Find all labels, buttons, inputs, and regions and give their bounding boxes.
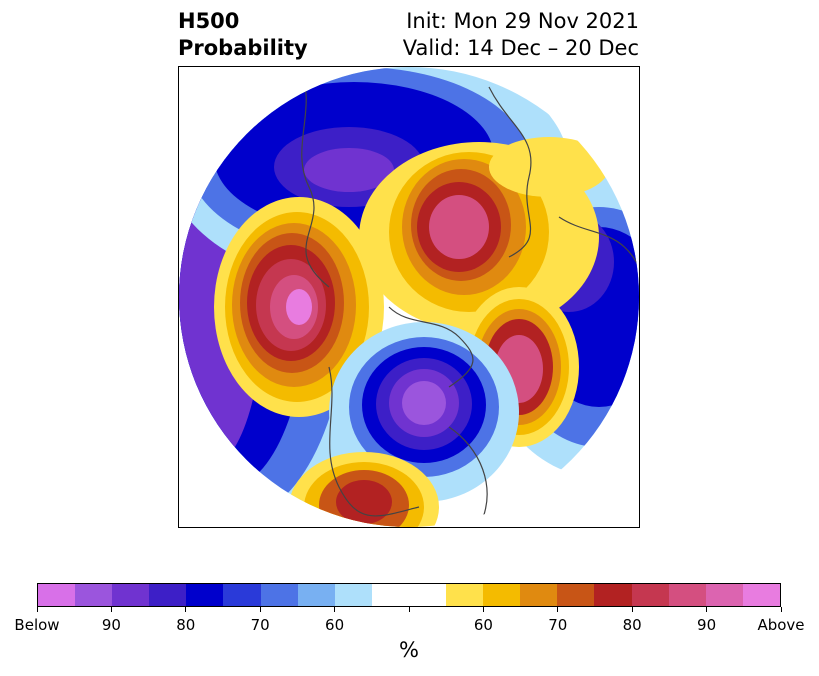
colorbar-tick <box>334 607 336 612</box>
colorbar-tick <box>36 607 38 612</box>
colorbar-tick-label: 70 <box>250 616 270 634</box>
colorbar-tick <box>259 607 261 612</box>
title-field-name: H500 <box>178 9 240 33</box>
title-valid-range: Valid: 14 Dec – 20 Dec <box>402 36 639 60</box>
colorbar-segment <box>483 584 521 606</box>
title-right: Init: Mon 29 Nov 2021 Valid: 14 Dec – 20… <box>403 8 639 62</box>
colorbar-segment <box>297 584 335 606</box>
colorbar-segment <box>631 584 669 606</box>
colorbar-tick-label: Below <box>14 616 60 634</box>
colorbar-unit-label: % <box>399 638 419 662</box>
colorbar-tick-label: 60 <box>473 616 493 634</box>
colorbar-segment <box>38 584 76 606</box>
colorbar-segment <box>334 584 372 606</box>
coastlines <box>298 67 639 527</box>
colorbar-tick <box>185 607 187 612</box>
colorbar-segment <box>446 584 484 606</box>
colorbar-segment <box>742 584 780 606</box>
colorbar-segment <box>186 584 224 606</box>
colorbar-segment <box>557 584 595 606</box>
colorbar-tick-label: 90 <box>101 616 121 634</box>
colorbar-segment <box>705 584 743 606</box>
colorbar-tick-label: 80 <box>176 616 196 634</box>
colorbar-tick <box>482 607 484 612</box>
colorbar-tick <box>557 607 559 612</box>
colorbar-segment <box>520 584 558 606</box>
title-init-date: Init: Mon 29 Nov 2021 <box>406 9 639 33</box>
colorbar-ticks <box>36 607 782 613</box>
map-frame <box>178 66 640 528</box>
colorbar-tick-label: 80 <box>622 616 642 634</box>
title-product-name: Probability <box>178 36 308 60</box>
colorbar-segment <box>408 584 447 606</box>
colorbar-tick <box>110 607 112 612</box>
colorbar-segment <box>668 584 706 606</box>
colorbar-segments <box>37 583 781 607</box>
probability-map <box>179 67 639 527</box>
title-left: H500 Probability <box>178 8 308 62</box>
colorbar-segment <box>594 584 632 606</box>
colorbar-tick <box>780 607 782 612</box>
above-anomaly-north <box>359 142 599 332</box>
colorbar-tick <box>631 607 633 612</box>
colorbar-tick-center <box>408 607 410 612</box>
colorbar-segment <box>112 584 150 606</box>
colorbar-segment <box>75 584 113 606</box>
colorbar-segment <box>260 584 298 606</box>
colorbar-segment <box>371 584 409 606</box>
colorbar-tick <box>706 607 708 612</box>
colorbar <box>37 583 781 607</box>
colorbar-tick-label: 70 <box>548 616 568 634</box>
colorbar-tick-label: 60 <box>325 616 345 634</box>
colorbar-segment <box>223 584 261 606</box>
above-anomaly-west <box>214 197 384 417</box>
colorbar-tick-label: Above <box>757 616 805 634</box>
colorbar-tick-label: 90 <box>697 616 717 634</box>
colorbar-segment <box>149 584 187 606</box>
